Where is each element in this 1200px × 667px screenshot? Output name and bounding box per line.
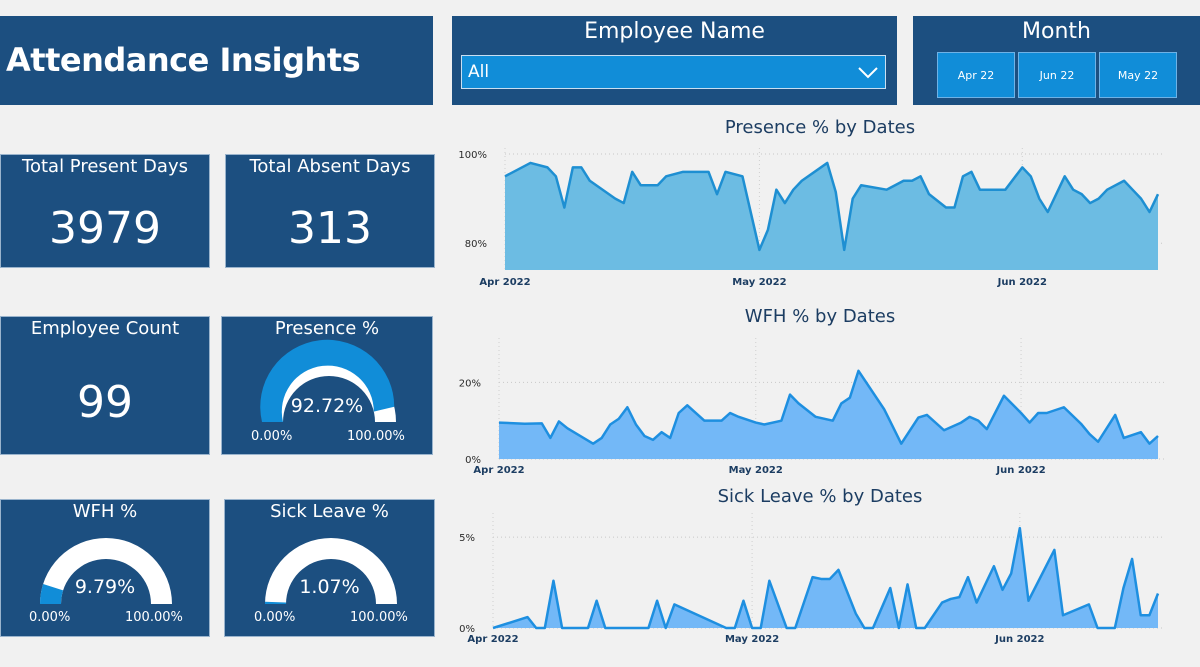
month-slicer: Month Apr 22 Jun 22 May 22 (913, 16, 1200, 105)
employee-dropdown[interactable]: All (461, 55, 886, 89)
employee-slicer: Employee Name All (452, 16, 897, 105)
gauge-sick-min: 0.00% (254, 610, 296, 625)
presence-chart-series-line (504, 161, 1160, 252)
month-option-jun[interactable]: Jun 22 (1018, 52, 1096, 98)
gauge-wfh-max: 100.00% (125, 610, 183, 625)
gauge-sick-fill (265, 601, 287, 604)
sick-chart-x-tick: Apr 2022 (467, 634, 518, 645)
presence-chart-x-tick: Jun 2022 (997, 277, 1047, 288)
gauge-presence-min: 0.00% (251, 429, 293, 444)
gauge-wfh (40, 538, 172, 604)
gauge-wfh-fill (40, 584, 64, 604)
gauge-sick-label: Sick Leave % (270, 501, 389, 522)
gauge-wfh-card: WFH % 9.79% 0.00% 100.00% (0, 499, 210, 637)
presence-chart-title: Presence % by Dates (724, 117, 916, 138)
gauge-sick (265, 538, 397, 604)
kpi-present-days: Total Present Days 3979 (0, 154, 210, 268)
gauge-presence-label: Presence % (274, 318, 380, 339)
employee-dropdown-value: All (468, 62, 490, 82)
gauge-wfh-value: 9.79% (74, 576, 136, 598)
wfh-chart-x-tick: May 2022 (729, 465, 783, 476)
wfh-chart-series-line (498, 369, 1159, 445)
sick-chart-area (493, 528, 1158, 628)
kpi-employee-count: Employee Count 99 (0, 316, 210, 455)
gauge-presence (260, 339, 396, 422)
sick-chart-x-tick: May 2022 (725, 634, 779, 645)
sick-chart-title: Sick Leave % by Dates (717, 486, 923, 507)
gauge-wfh-min: 0.00% (29, 610, 71, 625)
wfh-chart-y-tick: 20% (459, 378, 481, 389)
gauge-presence-max: 100.00% (347, 429, 405, 444)
month-option-may[interactable]: May 22 (1099, 52, 1177, 98)
month-option-apr[interactable]: Apr 22 (937, 52, 1015, 98)
gauge-presence-fill (260, 339, 395, 422)
month-slicer-title: Month (1022, 19, 1091, 44)
wfh-chart-title: WFH % by Dates (744, 306, 896, 327)
kpi-absent-days-label: Total Absent Days (249, 156, 411, 177)
gauge-presence-card: Presence % 92.72% 0.00% 100.00% (221, 316, 433, 455)
kpi-absent-days-value: 313 (288, 203, 372, 254)
presence-chart-x-tick: Apr 2022 (479, 277, 530, 288)
gauge-presence-value: 92.72% (290, 395, 364, 417)
sick-chart-y-tick: 0% (459, 624, 475, 635)
presence-chart-y-tick: 80% (465, 239, 487, 250)
gauge-wfh-label: WFH % (72, 501, 138, 522)
gauge-sick-max: 100.00% (350, 610, 408, 625)
gauge-sick-value: 1.07% (299, 576, 360, 598)
title-panel: Attendance Insights (0, 16, 433, 105)
kpi-absent-days: Total Absent Days 313 (225, 154, 435, 268)
sick-chart-y-tick: 5% (459, 533, 475, 544)
sick-chart-series-line (492, 526, 1160, 630)
kpi-employee-count-label: Employee Count (30, 318, 180, 339)
page-title: Attendance Insights (6, 41, 361, 79)
gauge-wfh-track (40, 538, 172, 604)
chevron-down-icon (858, 67, 878, 79)
kpi-present-days-value: 3979 (49, 203, 161, 254)
presence-chart-x-tick: May 2022 (732, 277, 786, 288)
kpi-employee-count-value: 99 (77, 377, 133, 428)
gauge-sick-card: Sick Leave % 1.07% 0.00% 100.00% (224, 499, 435, 637)
wfh-chart-area (499, 370, 1158, 459)
employee-slicer-title: Employee Name (584, 19, 765, 44)
gauge-sick-track (265, 538, 397, 604)
wfh-chart-x-tick: Jun 2022 (995, 465, 1045, 476)
presence-chart-y-tick: 100% (458, 150, 487, 161)
wfh-chart-y-tick: 0% (465, 455, 481, 466)
kpi-present-days-label: Total Present Days (22, 156, 188, 177)
wfh-chart-x-tick: Apr 2022 (473, 465, 524, 476)
sick-chart-x-tick: Jun 2022 (994, 634, 1044, 645)
